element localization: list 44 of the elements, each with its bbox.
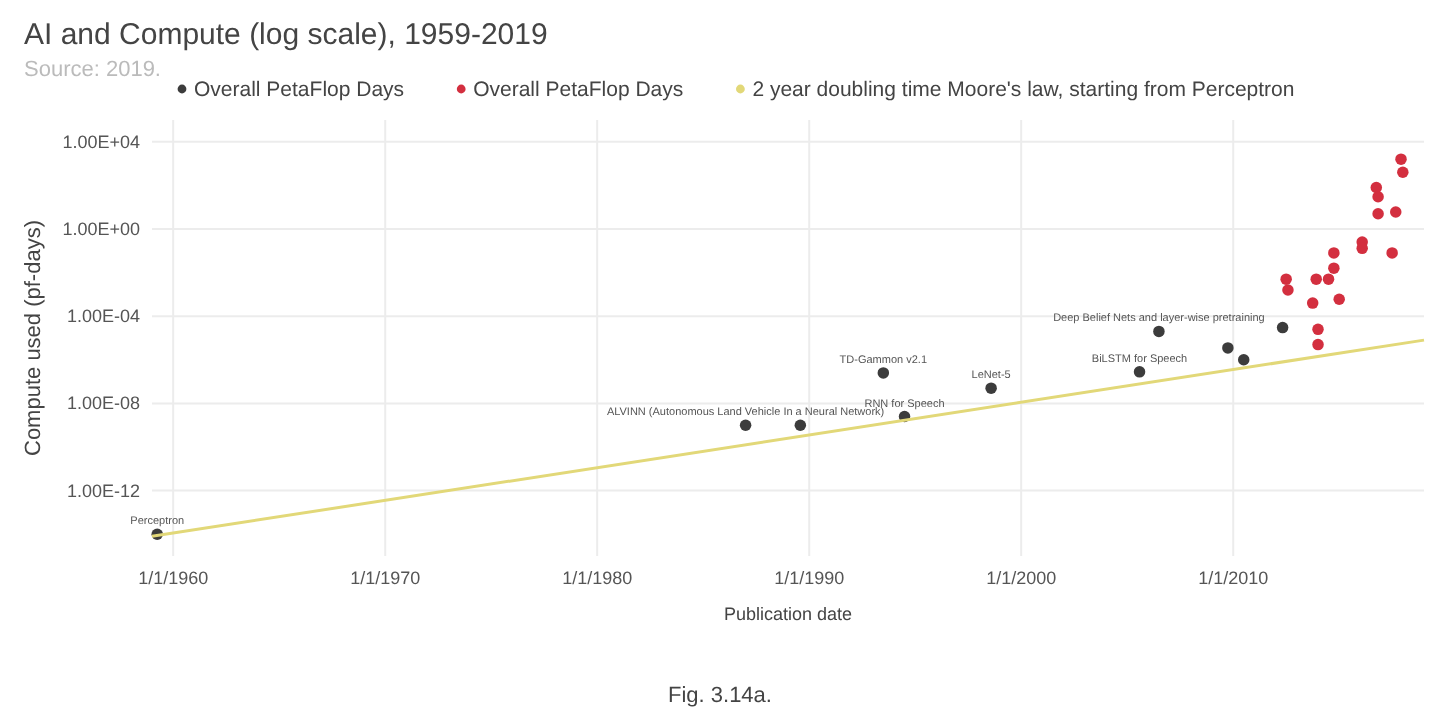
- point: [985, 382, 997, 394]
- y-axis-title: Compute used (pf-days): [22, 220, 46, 456]
- y-tick-label: 1.00E-08: [66, 393, 140, 414]
- x-tick-label: 1/1/1980: [562, 568, 633, 588]
- point: [1310, 273, 1322, 285]
- point: [1237, 354, 1250, 366]
- point: [1333, 293, 1345, 305]
- point: [1306, 297, 1319, 309]
- point: [1386, 247, 1398, 259]
- y-tick-label: 1.00E+00: [62, 219, 140, 239]
- point: [1397, 166, 1409, 179]
- point: [739, 419, 752, 431]
- point: [1276, 321, 1289, 334]
- point: [1133, 366, 1146, 378]
- point: [1312, 323, 1324, 336]
- y-tick-label: 1.00E+04: [62, 131, 140, 152]
- legend-label: Overall PetaFlop Days: [473, 78, 684, 102]
- x-tick-label: 1/1/1970: [350, 568, 421, 588]
- legend-label: 2 year doubling time Moore's law, starting from Perceptron: [752, 78, 1295, 102]
- y-tick-label: 1.00E-04: [66, 306, 140, 327]
- point: [1322, 273, 1335, 285]
- point: [1328, 262, 1340, 274]
- point: [1222, 342, 1234, 354]
- point: [877, 367, 890, 379]
- point: [1372, 208, 1384, 220]
- x-tick-label: 1/1/2000: [986, 568, 1057, 588]
- point: [1312, 338, 1324, 351]
- point: [1282, 284, 1294, 296]
- chart-title: AI and Compute (log scale), 1959-2019: [24, 18, 548, 52]
- point: [1280, 273, 1292, 285]
- x-tick-label: 1/1/1990: [774, 568, 845, 588]
- caption: Fig. 3.14a.: [668, 684, 772, 708]
- x-axis-title: Publication date: [723, 604, 853, 624]
- x-tick-label: 1/1/1960: [138, 568, 209, 588]
- point: [1389, 206, 1402, 218]
- point: [794, 419, 807, 431]
- x-tick-label: 1/1/2010: [1198, 568, 1269, 588]
- point: [1395, 153, 1407, 165]
- legend-label: Overall PetaFlop Days: [194, 78, 405, 102]
- point: [1372, 191, 1384, 203]
- chart-subtitle: Source: 2019.: [24, 58, 161, 82]
- y-tick-label: 1.00E-12: [66, 480, 140, 501]
- point: [1328, 247, 1340, 259]
- point: [1153, 325, 1165, 338]
